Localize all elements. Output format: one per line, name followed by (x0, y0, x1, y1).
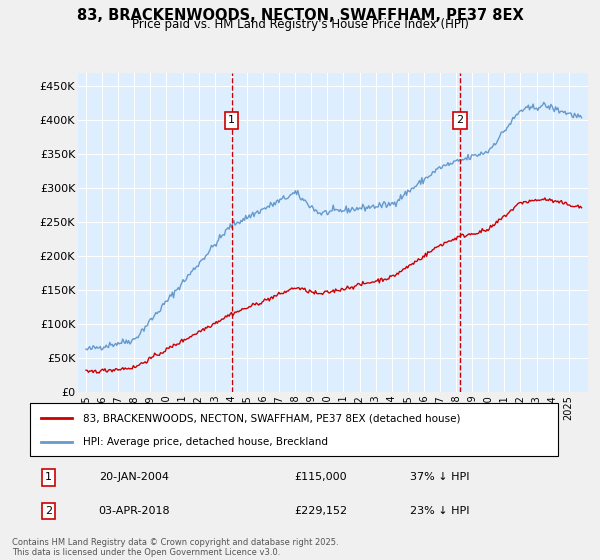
Text: 03-APR-2018: 03-APR-2018 (98, 506, 170, 516)
Text: 1: 1 (45, 473, 52, 482)
Text: 83, BRACKENWOODS, NECTON, SWAFFHAM, PE37 8EX: 83, BRACKENWOODS, NECTON, SWAFFHAM, PE37… (77, 8, 523, 24)
Text: 2: 2 (457, 115, 464, 125)
Text: 20-JAN-2004: 20-JAN-2004 (98, 473, 169, 482)
Text: 37% ↓ HPI: 37% ↓ HPI (410, 473, 470, 482)
Text: Contains HM Land Registry data © Crown copyright and database right 2025.
This d: Contains HM Land Registry data © Crown c… (12, 538, 338, 557)
Text: Price paid vs. HM Land Registry's House Price Index (HPI): Price paid vs. HM Land Registry's House … (131, 18, 469, 31)
Text: 23% ↓ HPI: 23% ↓ HPI (410, 506, 470, 516)
Text: HPI: Average price, detached house, Breckland: HPI: Average price, detached house, Brec… (83, 436, 328, 446)
Text: 1: 1 (228, 115, 235, 125)
Text: £115,000: £115,000 (294, 473, 347, 482)
Text: 2: 2 (45, 506, 52, 516)
FancyBboxPatch shape (30, 403, 558, 456)
Text: £229,152: £229,152 (294, 506, 347, 516)
Text: 83, BRACKENWOODS, NECTON, SWAFFHAM, PE37 8EX (detached house): 83, BRACKENWOODS, NECTON, SWAFFHAM, PE37… (83, 413, 460, 423)
